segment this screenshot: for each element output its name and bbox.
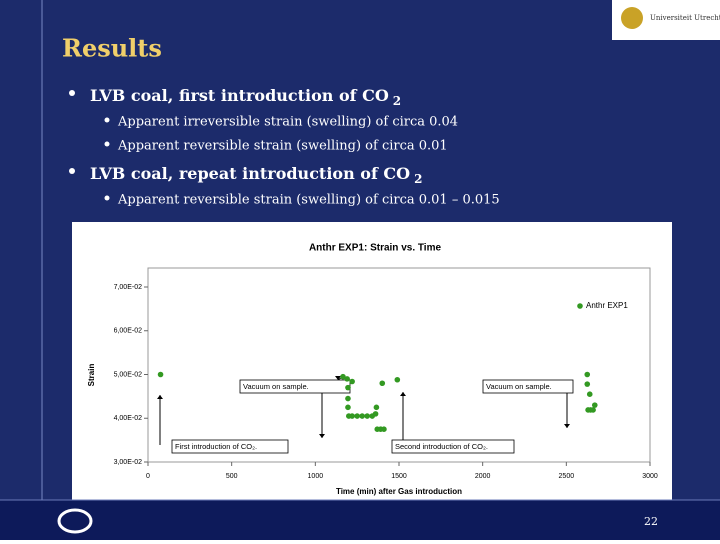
x-tick-label: 1500 bbox=[391, 473, 407, 480]
bullet-main: LVB coal, first introduction of CO bbox=[90, 86, 389, 105]
annotation-box bbox=[171, 439, 289, 454]
y-tick-label: 6,00E-02 bbox=[114, 328, 143, 335]
x-tick-label: 500 bbox=[226, 473, 238, 480]
y-tick-label: 5,00E-02 bbox=[114, 371, 143, 378]
footer-logo bbox=[57, 508, 93, 534]
data-point bbox=[394, 376, 401, 383]
bullet-dot bbox=[69, 168, 75, 174]
x-tick-label: 2500 bbox=[559, 473, 575, 480]
chart-title: Anthr EXP1: Strain vs. Time bbox=[309, 243, 442, 254]
data-point bbox=[364, 413, 371, 419]
data-point bbox=[379, 380, 386, 387]
legend-label: Anthr EXP1 bbox=[586, 301, 628, 310]
sub-bullet-text: Apparent reversible strain (swelling) of… bbox=[117, 193, 500, 208]
arrow-head bbox=[400, 392, 406, 396]
y-tick-label: 7,00E-02 bbox=[114, 284, 143, 291]
data-point bbox=[373, 404, 380, 411]
data-point bbox=[344, 376, 350, 382]
arrow-head bbox=[319, 434, 325, 438]
chart: Anthr EXP1: Strain vs. Time 3,00E-02 4,00E… bbox=[87, 243, 658, 496]
y-axis-label: Strain bbox=[87, 364, 96, 387]
data-point bbox=[157, 371, 164, 378]
footer bbox=[0, 500, 720, 540]
data-point bbox=[381, 426, 387, 432]
bullet-text: LVB coal, repeat introduction of CO 2 bbox=[90, 164, 422, 186]
data-point bbox=[590, 407, 596, 413]
data-point bbox=[354, 413, 360, 419]
sub-bullet-text: Apparent reversible strain (swelling) of… bbox=[117, 139, 448, 154]
bullet-main: LVB coal, repeat introduction of CO bbox=[90, 164, 410, 183]
arrow-head bbox=[564, 424, 570, 428]
plot-area bbox=[147, 267, 651, 463]
annotation: Second introduction of CO₂. bbox=[395, 442, 488, 451]
slide-title: Results bbox=[62, 34, 162, 63]
x-tick-label: 3000 bbox=[642, 473, 658, 480]
arrow-head bbox=[335, 376, 341, 380]
annotation: Vacuum on sample. bbox=[243, 382, 309, 391]
logo-seal bbox=[621, 7, 643, 29]
data-point bbox=[345, 395, 351, 402]
legend-marker bbox=[577, 303, 583, 309]
data-point bbox=[345, 404, 351, 411]
annotation-box bbox=[482, 379, 574, 394]
data-point bbox=[591, 402, 598, 408]
bullet-sub: 2 bbox=[414, 172, 422, 186]
arrow-head bbox=[157, 395, 163, 399]
y-tick-label: 3,00E-02 bbox=[114, 459, 143, 466]
data-point bbox=[584, 381, 591, 387]
data-point bbox=[349, 378, 355, 385]
bullet-dot bbox=[69, 90, 75, 96]
data-point bbox=[345, 384, 351, 391]
annotation: Vacuum on sample. bbox=[486, 382, 552, 391]
x-tick-label: 1000 bbox=[308, 473, 324, 480]
x-tick-label: 0 bbox=[146, 473, 150, 480]
annotation: First introduction of CO₂. bbox=[175, 442, 257, 451]
data-point bbox=[359, 413, 365, 419]
sub-bullet-dot bbox=[104, 117, 110, 123]
sub-bullet-dot bbox=[104, 141, 110, 147]
page-number: 22 bbox=[644, 515, 658, 528]
bullet-text: LVB coal, first introduction of CO 2 bbox=[90, 86, 401, 108]
logo-text: Universiteit Utrecht bbox=[650, 14, 720, 22]
data-point bbox=[584, 371, 591, 378]
y-tick-label: 4,00E-02 bbox=[114, 415, 143, 422]
bullets: LVB coal, first introduction of CO 2 Appar… bbox=[69, 86, 500, 208]
sub-bullet-dot bbox=[104, 195, 110, 201]
data-point bbox=[349, 413, 355, 419]
data-point bbox=[340, 373, 346, 380]
x-tick-label: 2000 bbox=[475, 473, 491, 480]
sub-bullet-text: Apparent irreversible strain (swelling) … bbox=[117, 115, 458, 130]
x-axis-label: Time (min) after Gas introduction bbox=[336, 487, 462, 496]
bullet-sub: 2 bbox=[393, 94, 401, 108]
data-point bbox=[586, 391, 593, 397]
annotation-box bbox=[391, 439, 515, 454]
data-point bbox=[372, 411, 379, 417]
